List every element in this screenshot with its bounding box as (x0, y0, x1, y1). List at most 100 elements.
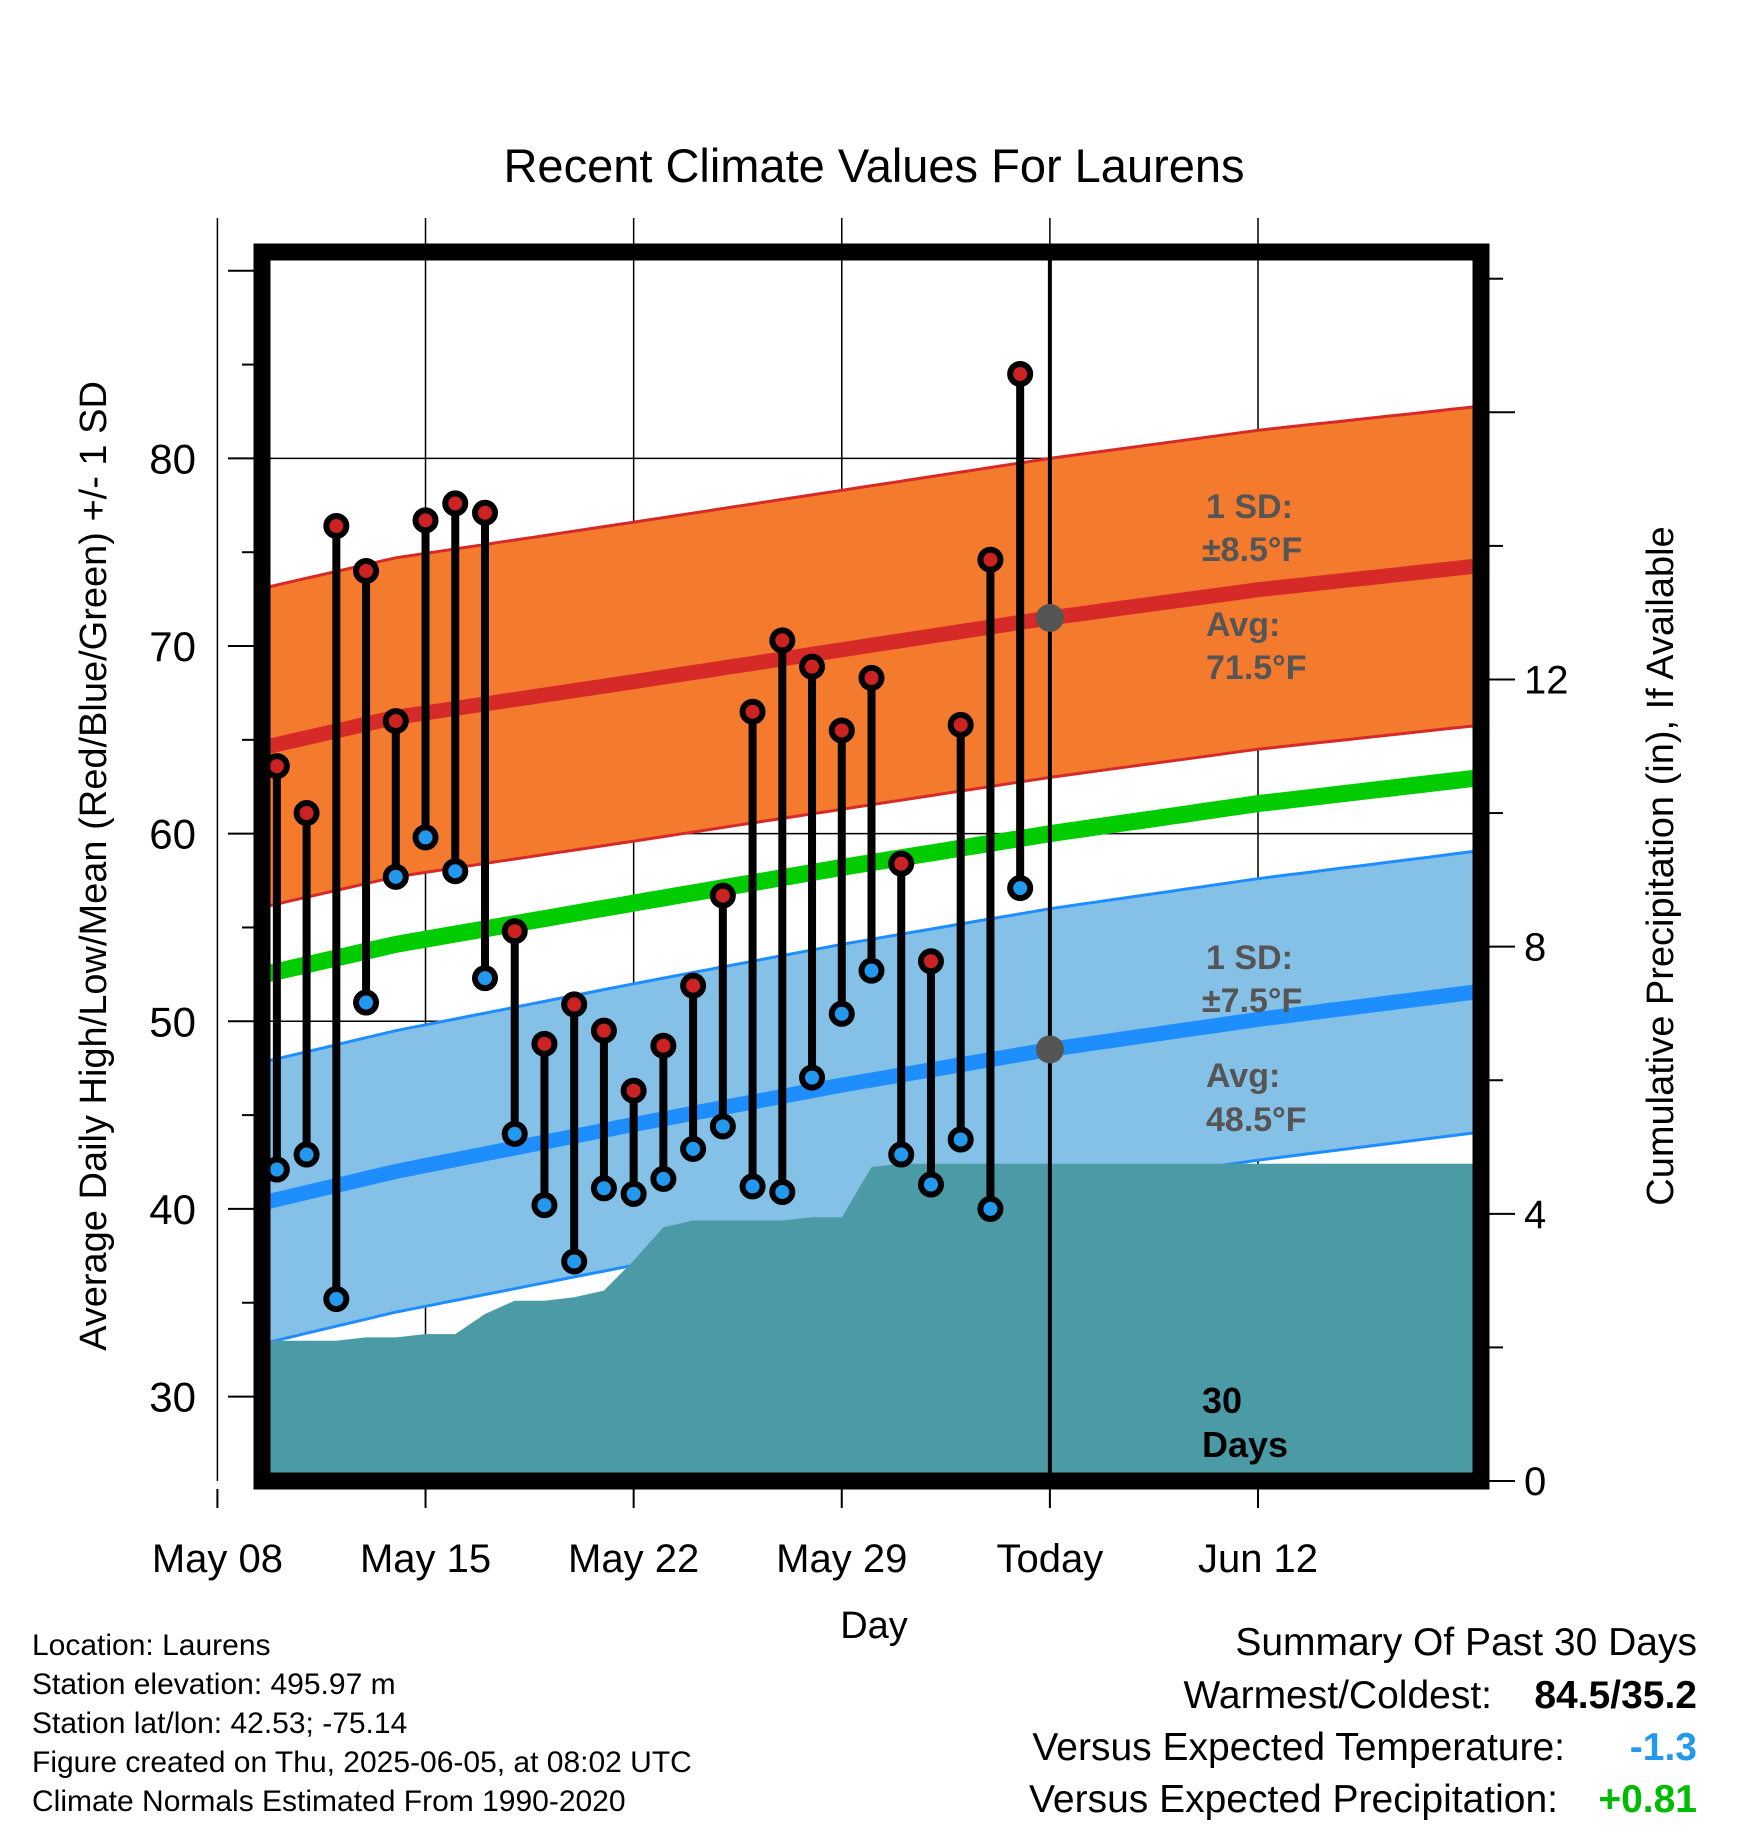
obs-high-marker (353, 557, 380, 584)
x-tick-label: Jun 12 (1198, 1537, 1318, 1581)
y2-axis-ticks: 0 4 8 12 (1489, 277, 1569, 1504)
obs-high-marker (323, 512, 350, 539)
obs-low-marker (531, 1192, 558, 1219)
obs-low-marker (561, 1248, 588, 1275)
high-avg-label: Avg: (1206, 606, 1280, 644)
chart-title: Recent Climate Values For Laurens (503, 139, 1244, 192)
x-axis-ticks: May 08 May 15 May 22 May 29 Today Jun 12 (152, 1489, 1318, 1581)
obs-high-marker (501, 918, 528, 945)
summary: Summary Of Past 30 Days Warmest/Coldest:… (1029, 1621, 1697, 1821)
y-axis-title: Average Daily High/Low/Mean (Red/Blue/Gr… (73, 381, 115, 1351)
obs-high-marker (709, 882, 736, 909)
obs-low-marker (709, 1113, 736, 1140)
obs-high-marker (977, 546, 1004, 573)
obs-low-marker (412, 824, 439, 851)
obs-high-marker (382, 708, 409, 735)
y-axis-ticks: 30 40 50 60 70 80 (149, 269, 254, 1421)
high-sd-label: 1 SD: (1206, 488, 1293, 526)
info-latlon: Station lat/lon: 42.53; -75.14 (32, 1707, 407, 1740)
y2-axis-title: Cumulative Precipitation (in), If Availa… (1640, 526, 1682, 1205)
low-avg-line (262, 983, 1481, 1211)
obs-high-marker (680, 972, 707, 999)
low-sd-value: ±7.5°F (1202, 982, 1302, 1020)
obs-low-marker (680, 1135, 707, 1162)
summary-precip-label: Versus Expected Precipitation: (1029, 1778, 1558, 1821)
obs-high-marker (917, 948, 944, 975)
period-label: 30 Days (1202, 1380, 1288, 1465)
y-tick-label: 30 (149, 1374, 196, 1421)
high-avg-value: 71.5°F (1206, 649, 1307, 687)
obs-high-marker (947, 711, 974, 738)
summary-title: Summary Of Past 30 Days (1235, 1621, 1697, 1664)
avg-dots (1035, 603, 1064, 1064)
obs-low-marker (888, 1141, 915, 1168)
obs-high-marker (442, 490, 469, 517)
obs-low-marker (947, 1126, 974, 1153)
obs-high-marker (412, 507, 439, 534)
obs-high-marker (293, 800, 320, 827)
obs-high-marker (590, 1017, 617, 1044)
low-annotation: 1 SD: ±7.5°F Avg: 48.5°F (1202, 939, 1307, 1139)
obs-low-marker (471, 965, 498, 992)
low-avg-label: Avg: (1206, 1057, 1280, 1095)
summary-temp-label: Versus Expected Temperature: (1032, 1726, 1565, 1769)
obs-low-marker (442, 858, 469, 885)
y-tick-label: 50 (149, 998, 196, 1045)
today-low-avg-dot (1035, 1035, 1064, 1064)
obs-low-marker (382, 863, 409, 890)
period-unit: Days (1202, 1424, 1288, 1465)
observations (178, 360, 1034, 1312)
info-elevation: Station elevation: 495.97 m (32, 1668, 396, 1701)
summary-warm-cold-label: Warmest/Coldest: (1184, 1674, 1492, 1717)
obs-high-marker (531, 1030, 558, 1057)
high-avg-line (262, 558, 1481, 756)
obs-low-marker (501, 1120, 528, 1147)
y-tick-label: 80 (149, 435, 196, 482)
obs-low-marker (1007, 875, 1034, 902)
summary-warm-cold-value: 84.5/35.2 (1534, 1674, 1697, 1717)
obs-high-marker (561, 991, 588, 1018)
obs-high-marker (858, 664, 885, 691)
obs-high-marker (769, 627, 796, 654)
x-tick-label: May 15 (360, 1537, 491, 1581)
summary-precip-value: +0.81 (1598, 1778, 1697, 1821)
info-created: Figure created on Thu, 2025-06-05, at 08… (32, 1746, 692, 1779)
x-tick-label: May 08 (152, 1537, 283, 1581)
y2-tick-label: 8 (1524, 926, 1546, 970)
info-location: Location: Laurens (32, 1629, 271, 1662)
plot-frame (253, 243, 1490, 1490)
today-high-avg-dot (1035, 603, 1064, 632)
obs-low-marker (799, 1064, 826, 1091)
x-tick-label: May 22 (568, 1537, 699, 1581)
obs-low-marker (858, 957, 885, 984)
obs-low-marker (353, 989, 380, 1016)
obs-low-marker (977, 1195, 1004, 1222)
obs-high-marker (739, 698, 766, 725)
y2-tick-label: 0 (1524, 1460, 1546, 1504)
x-axis-title: Day (840, 1605, 908, 1647)
low-sd-label: 1 SD: (1206, 939, 1293, 977)
obs-high-marker (799, 653, 826, 680)
obs-low-marker (769, 1179, 796, 1206)
summary-temp-value: -1.3 (1630, 1726, 1697, 1769)
obs-high-marker (828, 717, 855, 744)
obs-low-marker (178, 1056, 198, 1076)
high-sd-band (262, 406, 1481, 908)
precip-area (262, 1163, 1481, 1481)
obs-high-marker (650, 1032, 677, 1059)
low-sd-band (262, 850, 1481, 1344)
high-annotation: 1 SD: ±8.5°F Avg: 71.5°F (1202, 488, 1307, 687)
obs-low-marker (917, 1171, 944, 1198)
obs-low-marker (323, 1285, 350, 1312)
x-tick-label: Today (997, 1537, 1104, 1581)
obs-low-marker (828, 1000, 855, 1027)
obs-high-marker (471, 499, 498, 526)
obs-high-marker (620, 1077, 647, 1104)
obs-low-marker (650, 1165, 677, 1192)
info-normals: Climate Normals Estimated From 1990-2020 (32, 1785, 626, 1818)
y-tick-label: 60 (149, 811, 196, 858)
high-sd-band-upper-edge (262, 404, 1481, 591)
precip-fill (262, 1163, 1481, 1481)
y2-tick-label: 12 (1524, 658, 1569, 702)
